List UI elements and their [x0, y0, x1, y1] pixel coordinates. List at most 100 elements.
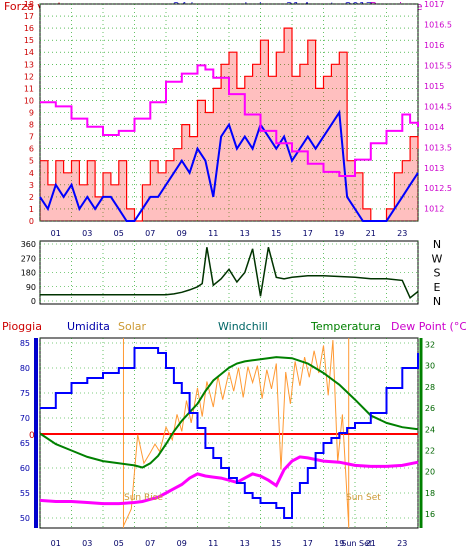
humidity-tick-label: 60: [20, 464, 30, 473]
right-tick-label: 1014.5: [424, 102, 452, 111]
legend-humidity: Umidita: [67, 320, 110, 333]
left-tick-label: 7: [29, 133, 34, 142]
compass-label: E: [434, 281, 441, 294]
temperature-tick-label: 16: [425, 510, 435, 519]
legend-windchill: Windchill: [218, 320, 268, 333]
x-tick-label: 09: [177, 539, 187, 548]
temperature-tick-label: 28: [425, 383, 435, 392]
humidity-tick-label: 75: [20, 389, 30, 398]
wind-direction-series: [40, 247, 419, 299]
x-tick-label: 23: [397, 539, 407, 548]
rain-zero-label: 0: [29, 431, 35, 441]
left-tick-label: 1: [29, 205, 34, 214]
x-tick-label: 15: [271, 539, 281, 548]
legend-temperature: Temperatura: [310, 320, 381, 333]
left-tick-label: 16: [24, 24, 34, 33]
compass-label: W: [432, 252, 443, 265]
x-tick-label: 21: [366, 539, 376, 548]
left-tick-label: 3: [29, 181, 34, 190]
left-tick-label: 5: [29, 157, 34, 166]
left-tick-label: 13: [24, 60, 34, 69]
right-tick-label: 1013: [424, 164, 444, 173]
temperature-humidity-series: [39, 338, 419, 528]
pressure-right-axis-ticks: 1012 1012.5 1013 1013.5 1014 1014.5 1015 1015.5…: [424, 0, 452, 214]
x-tick-label: 07: [145, 539, 155, 548]
left-tick-label: 4: [29, 169, 34, 178]
left-tick-label: 2: [29, 193, 34, 202]
right-tick-label: 1013.5: [424, 143, 452, 152]
temperature-tick-label: 26: [425, 404, 435, 413]
right-tick-label: 1015.5: [424, 61, 452, 70]
x-tick-label: 07: [145, 229, 155, 238]
temperature-x-axis-ticks: 01 03 05 07 09 11 13 15 17 19 21 23 Sun Set: [51, 539, 408, 548]
right-tick-label: 1012: [424, 205, 444, 214]
wind-x-axis-ticks: 01 03 05 07 09 11 13 15 17 19 21 23: [51, 229, 408, 238]
x-tick-label: 21: [366, 229, 376, 238]
x-tick-label: 11: [208, 229, 218, 238]
direction-left-axis-ticks: 360 270 180 90 0: [21, 240, 36, 306]
humidity-tick-label: 85: [20, 339, 30, 348]
wind-pressure-series: [39, 27, 419, 222]
humidity-tick-label: 70: [20, 414, 30, 423]
temperature-tick-label: 20: [425, 468, 435, 477]
left-tick-label: 11: [24, 84, 34, 93]
right-tick-label: 1016.5: [424, 20, 452, 29]
x-tick-label: 11: [208, 539, 218, 548]
left-tick-label: 15: [24, 36, 34, 45]
x-tick-label: 17: [303, 229, 313, 238]
left-tick-label: 17: [24, 12, 34, 21]
x-tick-label: 15: [271, 229, 281, 238]
left-tick-label: 9: [29, 109, 34, 118]
temperature-line: [39, 356, 419, 469]
humidity-left-axis-ticks: 85 80 75 70 65 60 55 50: [20, 338, 38, 528]
right-tick-label: 1017: [424, 0, 444, 9]
sun-rise-label: Sun Rise: [124, 493, 163, 503]
pressure-line: [40, 64, 419, 177]
x-tick-label: 03: [82, 539, 92, 548]
left-tick-label: 10: [24, 96, 34, 105]
compass-label: N: [433, 295, 441, 308]
x-tick-label: 23: [397, 229, 407, 238]
direction-tick-label: 180: [21, 269, 36, 278]
left-tick-label: 0: [29, 217, 34, 226]
humidity-tick-label: 65: [20, 439, 30, 448]
solar-line: [123, 340, 350, 527]
direction-tick-label: 270: [21, 254, 36, 263]
temperature-right-axis-ticks: 32 30 28 26 24 22 20 18 16: [419, 338, 435, 528]
x-tick-label: 13: [240, 539, 250, 548]
temperature-tick-label: 22: [425, 447, 435, 456]
x-tick-label: 19: [334, 539, 344, 548]
direction-tick-label: 90: [26, 283, 36, 292]
temperature-tick-label: 32: [425, 340, 435, 349]
right-tick-label: 1014: [424, 123, 444, 132]
humidity-tick-label: 55: [20, 489, 30, 498]
humidity-tick-label: 80: [20, 364, 30, 373]
legend-rain: Pioggia: [2, 320, 42, 333]
left-tick-label: 18: [24, 0, 34, 9]
legend-dewpoint: Dew Point (°C): [391, 320, 466, 333]
sun-set-label: Sun Set: [346, 493, 381, 503]
direction-tick-label: 360: [21, 240, 36, 249]
direction-tick-label: 0: [31, 297, 36, 306]
right-tick-label: 1015: [424, 82, 444, 91]
left-tick-label: 6: [29, 145, 34, 154]
right-tick-label: 1016: [424, 41, 444, 50]
sun-set-tick-label: Sun Set: [341, 539, 372, 548]
dewpoint-line: [39, 455, 419, 506]
x-tick-label: 09: [177, 229, 187, 238]
humidity-line: [40, 347, 419, 519]
legend-solar: Solar: [118, 320, 147, 333]
wind-average-line: [39, 109, 419, 222]
wind-direction-line: [40, 247, 419, 299]
compass-label: N: [433, 238, 441, 251]
x-tick-label: 01: [51, 229, 61, 238]
x-tick-label: 03: [82, 229, 92, 238]
left-tick-label: 12: [24, 72, 34, 81]
x-tick-label: 01: [51, 539, 61, 548]
x-tick-label: 05: [114, 539, 124, 548]
compass-label: S: [434, 267, 441, 280]
x-tick-label: 13: [240, 229, 250, 238]
